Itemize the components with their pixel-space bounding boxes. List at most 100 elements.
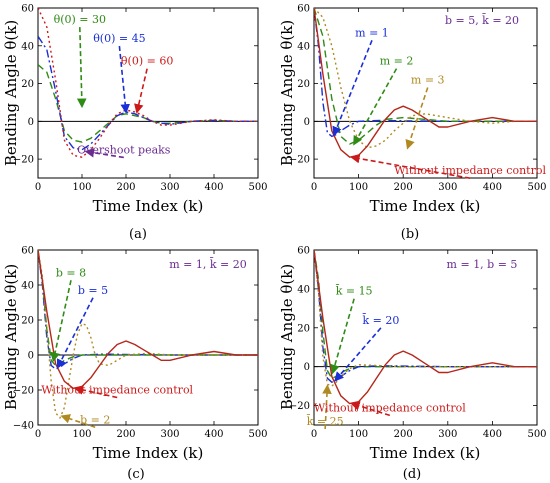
annotation-arrow [73, 385, 118, 399]
x-tick-label: 200 [394, 182, 413, 193]
y-tick-label: 20 [297, 323, 310, 334]
x-tick-label: 300 [438, 429, 457, 440]
panel-label: (c) [127, 467, 144, 482]
annotation-label: k̄ = 25 [306, 415, 343, 428]
x-tick-label: 300 [438, 182, 457, 193]
y-tick-label: 40 [21, 41, 34, 52]
series-line [38, 64, 258, 143]
axis-ylabel: Bending Angle θ(k) [278, 20, 296, 166]
annotation-label: Without impedance control [41, 384, 193, 397]
annotation-arrow [60, 414, 96, 429]
series-line [38, 250, 258, 390]
annotation-label: m = 3 [411, 74, 445, 87]
annotation-label: Without impedance control [394, 164, 546, 177]
y-tick-label: 20 [297, 79, 310, 90]
axis-ylabel: Bending Angle θ(k) [278, 264, 296, 410]
annotation-label: θ(0) = 60 [121, 55, 173, 68]
y-tick-label: 60 [297, 4, 310, 15]
series-line [314, 8, 537, 145]
annotation-label: Overshoot peaks [77, 143, 171, 156]
axis-xlabel: Time Index (k) [370, 444, 481, 462]
panel-label: (b) [401, 227, 419, 242]
series-group [314, 8, 537, 158]
y-tick-label: 60 [21, 246, 34, 257]
annotation-arrow [330, 298, 355, 375]
x-tick-label: 300 [160, 182, 179, 193]
panel-d: m = 1, b = 5 Time Index (k) Bending Angl… [278, 246, 547, 483]
x-tick-label: 400 [483, 429, 502, 440]
annotation-arrow [332, 40, 373, 137]
x-tick-label: 200 [394, 429, 413, 440]
y-tick-label: −20 [289, 155, 310, 166]
annotation-label: m = 1 [355, 26, 389, 39]
x-tick-label: 400 [483, 182, 502, 193]
annotation-label: θ(0) = 30 [54, 13, 106, 26]
y-tick-label: −20 [13, 386, 34, 397]
panel-c: m = 1, k̄ = 20 Time Index (k) Bending An… [2, 246, 268, 483]
annotation-arrow [84, 148, 124, 159]
annotation-label: b = 2 [80, 413, 110, 426]
axis-ylabel: Bending Angle θ(k) [2, 20, 20, 166]
annotation-label: k̄ = 15 [335, 284, 372, 297]
series-line [314, 8, 537, 138]
x-tick-label: 200 [116, 182, 135, 193]
params-text: m = 1, k̄ = 20 [169, 258, 247, 271]
series-line [38, 35, 258, 151]
plot-frame [37, 249, 259, 426]
y-tick-label: 0 [304, 362, 310, 373]
y-tick-label: −20 [289, 401, 310, 412]
series-line [314, 8, 537, 158]
series-line [38, 250, 258, 419]
series-line [314, 8, 537, 149]
x-tick-label: 0 [35, 182, 41, 193]
series-group [38, 250, 258, 419]
annotation-arrow [134, 68, 148, 114]
x-tick-label: 100 [72, 182, 91, 193]
y-tick-label: 60 [21, 4, 34, 15]
annotation-label: b = 8 [56, 266, 86, 279]
x-tick-label: 0 [35, 429, 41, 440]
y-tick-label: 40 [21, 281, 34, 292]
annotation-arrow [50, 280, 72, 363]
params-text: b = 5, k̄ = 20 [445, 14, 519, 27]
series-line [38, 8, 258, 158]
panel-b: b = 5, k̄ = 20 Time Index (k) Bending An… [278, 4, 547, 243]
x-tick-label: 500 [527, 429, 546, 440]
panel-label: (a) [129, 227, 147, 242]
plot-frame [313, 7, 538, 179]
panel-a: Time Index (k) Bending Angle θ(k) (a) 0 1… [2, 4, 268, 243]
y-tick-label: 0 [304, 117, 310, 128]
annotation-arrow [350, 401, 391, 417]
axis-ylabel: Bending Angle θ(k) [2, 264, 20, 410]
annotation-label: Without impedance control [314, 401, 466, 414]
x-tick-label: 100 [349, 182, 368, 193]
annotation-arrow [334, 327, 382, 382]
y-tick-label: −20 [13, 155, 34, 166]
annotation-label: θ(0) = 45 [93, 32, 145, 45]
axis-xlabel: Time Index (k) [93, 197, 204, 215]
x-tick-label: 300 [160, 429, 179, 440]
series-group [38, 8, 258, 158]
x-tick-label: 200 [116, 429, 135, 440]
annotation-label: k̄ = 20 [362, 314, 399, 327]
x-tick-label: 0 [311, 429, 317, 440]
x-tick-label: 400 [204, 182, 223, 193]
annotation-arrow [56, 297, 94, 369]
series-line [314, 250, 537, 405]
series-line [38, 250, 258, 370]
annotation-arrow [322, 384, 332, 430]
annotation-arrow [118, 45, 131, 114]
params-text: m = 1, b = 5 [447, 258, 518, 271]
y-tick-label: 60 [297, 246, 310, 257]
annotation-arrow [405, 87, 429, 150]
plot-frame [37, 7, 259, 179]
y-tick-label: 0 [28, 351, 34, 362]
annotation-label: m = 2 [380, 55, 414, 68]
y-tick-label: 20 [21, 316, 34, 327]
y-tick-label: −40 [13, 421, 34, 432]
y-tick-label: 40 [297, 41, 310, 52]
series-line [314, 250, 537, 380]
series-line [38, 250, 258, 367]
annotation-arrow [76, 27, 87, 109]
